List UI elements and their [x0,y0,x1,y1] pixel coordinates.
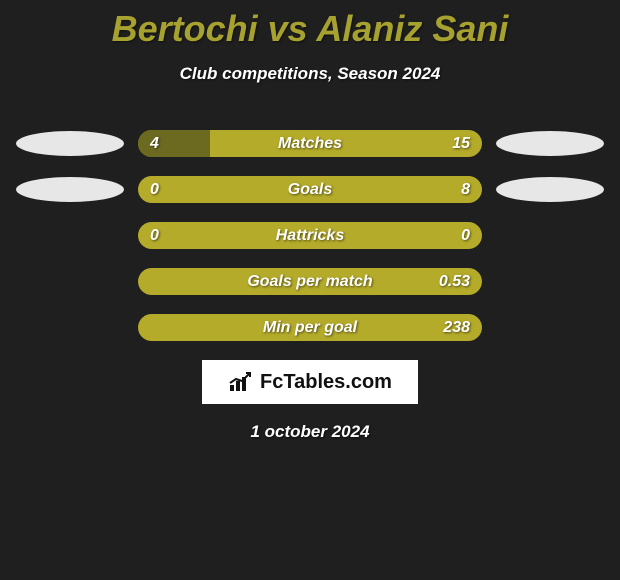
stat-bar: Min per goal238 [138,314,482,341]
stat-value-right: 0.53 [439,268,470,295]
stat-value-right: 8 [461,176,470,203]
stat-value-right: 0 [461,222,470,249]
stat-value-right: 238 [443,314,470,341]
title-player-right: Alaniz Sani [316,8,508,49]
barchart-icon [228,371,254,393]
stat-row: Min per goal238 [0,314,620,341]
page-title: Bertochi vs Alaniz Sani [0,0,620,50]
stat-row: 0Goals8 [0,176,620,203]
stat-value-right: 15 [452,130,470,157]
date-caption: 1 october 2024 [0,422,620,442]
stat-row: 0Hattricks0 [0,222,620,249]
stat-label: Min per goal [138,314,482,341]
title-vs: vs [258,8,317,49]
subtitle: Club competitions, Season 2024 [0,64,620,84]
stat-bar: 0Goals8 [138,176,482,203]
stat-label: Matches [138,130,482,157]
stat-row: 4Matches15 [0,130,620,157]
team-left-oval [16,131,124,156]
team-left-oval [16,177,124,202]
logo-text: FcTables.com [260,371,392,394]
stat-bar: Goals per match0.53 [138,268,482,295]
logo-badge[interactable]: FcTables.com [202,360,418,404]
team-right-oval [496,131,604,156]
stat-label: Goals per match [138,268,482,295]
comparison-chart: 4Matches150Goals80Hattricks0Goals per ma… [0,130,620,341]
stat-row: Goals per match0.53 [0,268,620,295]
stat-label: Goals [138,176,482,203]
title-player-left: Bertochi [112,8,258,49]
stat-label: Hattricks [138,222,482,249]
stat-bar: 4Matches15 [138,130,482,157]
team-right-oval [496,177,604,202]
stat-bar: 0Hattricks0 [138,222,482,249]
